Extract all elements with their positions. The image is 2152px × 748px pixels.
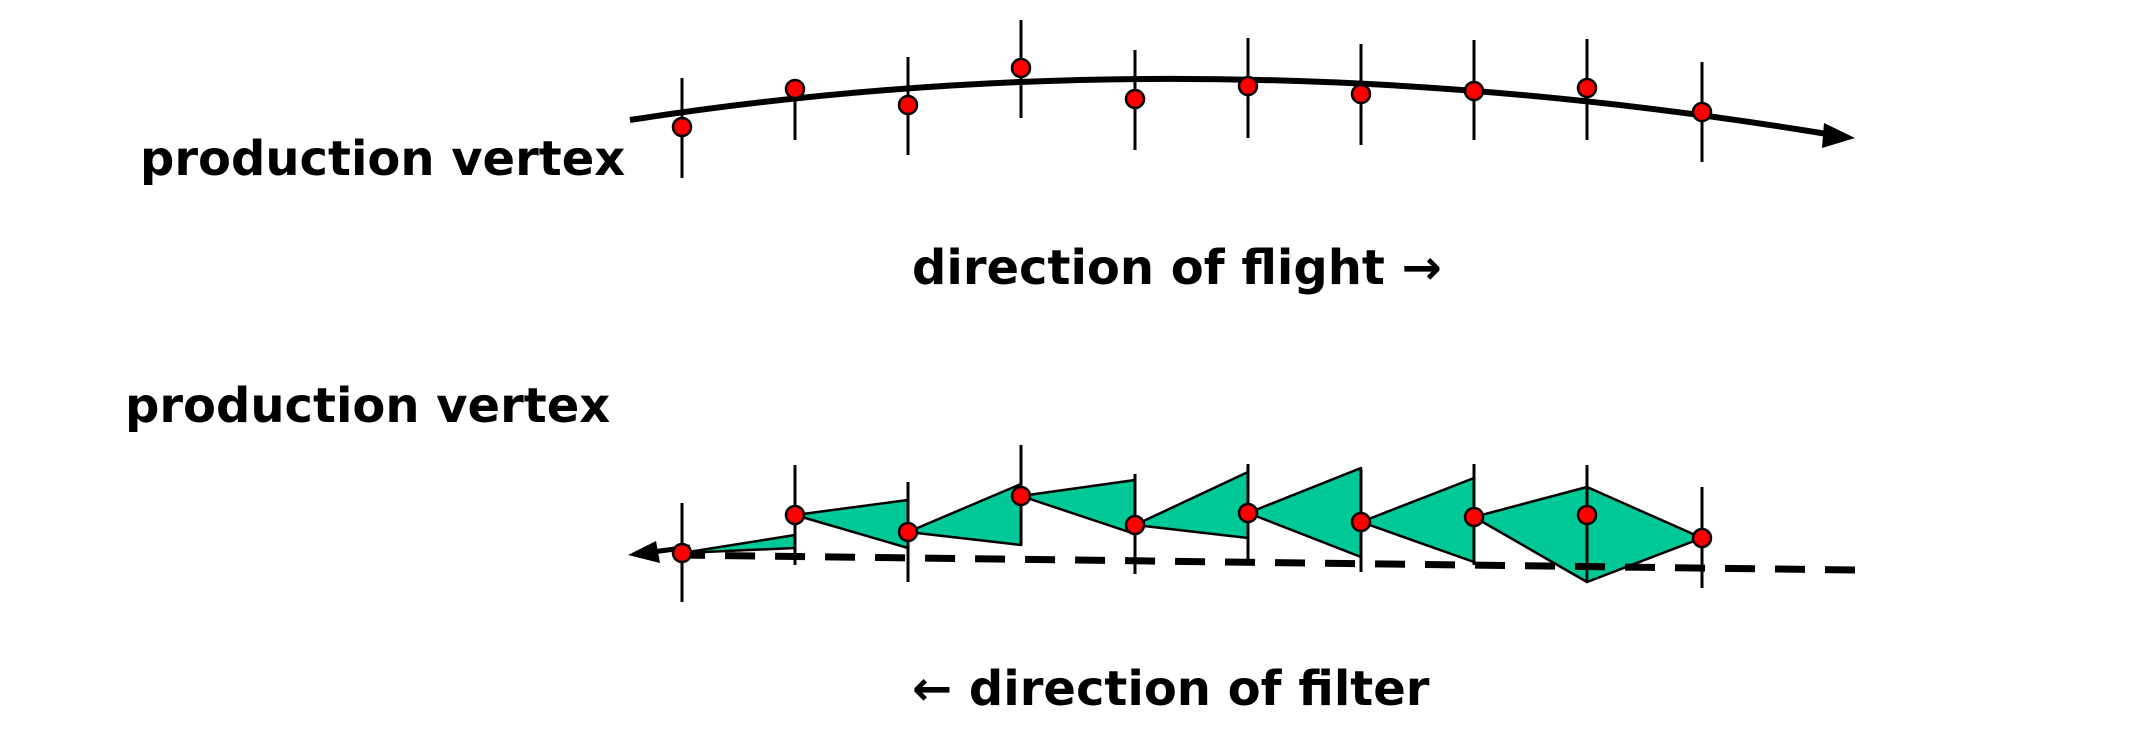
direction-of-filter-label: ← direction of filter	[912, 661, 1430, 717]
filter-error-cones	[680, 466, 1704, 584]
filter-hit-10	[1691, 527, 1713, 549]
filter-hit-3	[897, 521, 919, 543]
flight-hit-8	[1463, 80, 1485, 102]
filter-hit-8	[1463, 506, 1485, 528]
filter-hit-6	[1237, 502, 1259, 524]
flight-hit-10	[1691, 101, 1713, 123]
flight-hit-6	[1237, 75, 1259, 97]
particle-trajectory	[629, 75, 1846, 140]
direction-of-flight-label: direction of flight →	[912, 240, 1442, 296]
fitted-track-dashed	[679, 551, 1856, 574]
filter-panel: production vertex ← direction of filter	[125, 378, 1856, 717]
flight-hit-1	[671, 116, 693, 138]
filter-hit-1	[671, 542, 693, 564]
filter-cone-7	[1359, 476, 1476, 564]
measurement-hits	[671, 57, 1713, 138]
filter-hit-9	[1576, 504, 1598, 526]
filter-hit-7	[1350, 511, 1372, 533]
flight-hit-3	[897, 94, 919, 116]
filter-hit-5	[1124, 514, 1146, 536]
filter-cone-3	[906, 482, 1023, 547]
filter-cone-5	[1133, 470, 1250, 540]
filter-cone-6	[1246, 466, 1363, 559]
production-vertex-label-bottom: production vertex	[125, 378, 610, 434]
flight-hit-9	[1576, 77, 1598, 99]
production-vertex-label-top: production vertex	[140, 131, 625, 187]
flight-panel: production vertex direction of flight →	[140, 20, 1855, 296]
flight-hit-7	[1350, 83, 1372, 105]
flight-hit-5	[1124, 88, 1146, 110]
filter-cone-2	[793, 498, 910, 550]
filter-cone-1	[680, 533, 797, 555]
measurement-hits	[671, 485, 1713, 564]
trajectory-arrowhead	[1822, 123, 1855, 148]
filter-cone-4	[1019, 478, 1137, 536]
flight-hit-4	[1010, 57, 1032, 79]
filter-direction-arrowhead	[628, 541, 660, 563]
filter-hit-4	[1010, 485, 1032, 507]
filter-hit-2	[784, 504, 806, 526]
flight-hit-2	[784, 78, 806, 100]
